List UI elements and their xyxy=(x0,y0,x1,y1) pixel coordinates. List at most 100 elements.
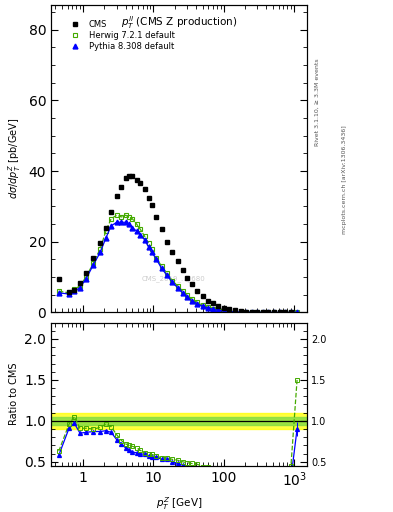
Herwig 7.2.1 default xyxy=(244,309,249,315)
Bar xyxy=(51,417,307,425)
Pythia 8.308 default xyxy=(114,219,119,225)
CMS xyxy=(216,303,220,309)
Pythia 8.308 default xyxy=(283,309,288,315)
CMS xyxy=(146,195,151,201)
Text: Rivet 3.1.10, ≥ 3.3M events: Rivet 3.1.10, ≥ 3.3M events xyxy=(314,58,320,146)
Pythia 8.308 default xyxy=(272,309,277,315)
Herwig 7.2.1 default xyxy=(150,246,154,252)
CMS xyxy=(244,308,249,314)
Pythia 8.308 default xyxy=(77,285,82,291)
Herwig 7.2.1 default xyxy=(266,309,271,315)
Herwig 7.2.1 default xyxy=(283,309,288,315)
Herwig 7.2.1 default xyxy=(216,307,220,313)
Pythia 8.308 default xyxy=(84,275,88,282)
Pythia 8.308 default xyxy=(98,249,103,255)
CMS xyxy=(255,309,260,315)
CMS xyxy=(288,309,293,315)
Pythia 8.308 default xyxy=(189,297,194,304)
Line: CMS: CMS xyxy=(56,174,293,315)
CMS xyxy=(175,258,180,264)
CMS xyxy=(67,289,72,295)
Herwig 7.2.1 default xyxy=(138,226,143,232)
Pythia 8.308 default xyxy=(216,307,220,313)
Pythia 8.308 default xyxy=(146,244,151,250)
CMS xyxy=(98,241,103,247)
Herwig 7.2.1 default xyxy=(261,309,265,315)
Herwig 7.2.1 default xyxy=(130,216,135,222)
CMS xyxy=(272,309,277,315)
CMS xyxy=(114,193,119,199)
CMS xyxy=(227,306,232,312)
Bar xyxy=(51,413,307,429)
CMS xyxy=(206,298,211,304)
Line: Herwig 7.2.1 default: Herwig 7.2.1 default xyxy=(56,213,299,315)
Pythia 8.308 default xyxy=(67,291,72,297)
Pythia 8.308 default xyxy=(130,224,135,230)
Herwig 7.2.1 default xyxy=(175,283,180,289)
Pythia 8.308 default xyxy=(227,308,232,314)
Pythia 8.308 default xyxy=(142,237,147,243)
Y-axis label: Ratio to CMS: Ratio to CMS xyxy=(9,363,19,425)
Pythia 8.308 default xyxy=(154,257,159,263)
Herwig 7.2.1 default xyxy=(165,270,169,276)
Pythia 8.308 default xyxy=(57,290,61,296)
CMS xyxy=(91,254,96,261)
Pythia 8.308 default xyxy=(159,265,164,271)
CMS xyxy=(189,281,194,287)
Herwig 7.2.1 default xyxy=(180,288,185,294)
Line: Pythia 8.308 default: Pythia 8.308 default xyxy=(56,220,299,315)
CMS xyxy=(103,224,108,230)
Herwig 7.2.1 default xyxy=(123,212,128,218)
Pythia 8.308 default xyxy=(127,221,131,227)
Pythia 8.308 default xyxy=(211,306,215,312)
CMS xyxy=(250,309,254,315)
Herwig 7.2.1 default xyxy=(189,296,194,302)
Herwig 7.2.1 default xyxy=(67,290,72,296)
Herwig 7.2.1 default xyxy=(146,241,151,247)
Legend: CMS, Herwig 7.2.1 default, Pythia 8.308 default: CMS, Herwig 7.2.1 default, Pythia 8.308 … xyxy=(63,18,176,53)
Pythia 8.308 default xyxy=(185,294,189,300)
Pythia 8.308 default xyxy=(244,309,249,315)
CMS xyxy=(130,173,135,179)
Pythia 8.308 default xyxy=(138,231,143,238)
Herwig 7.2.1 default xyxy=(222,308,226,314)
Herwig 7.2.1 default xyxy=(98,246,103,252)
CMS xyxy=(84,270,88,276)
Herwig 7.2.1 default xyxy=(103,228,108,234)
Pythia 8.308 default xyxy=(91,262,96,268)
Pythia 8.308 default xyxy=(195,301,200,307)
CMS xyxy=(57,275,61,282)
Herwig 7.2.1 default xyxy=(77,283,82,289)
Herwig 7.2.1 default xyxy=(154,254,159,261)
Herwig 7.2.1 default xyxy=(206,304,211,310)
Pythia 8.308 default xyxy=(200,303,205,309)
Pythia 8.308 default xyxy=(165,272,169,279)
Pythia 8.308 default xyxy=(277,309,282,315)
CMS xyxy=(123,175,128,181)
Herwig 7.2.1 default xyxy=(127,214,131,220)
Text: CMS_2019_..._680: CMS_2019_..._680 xyxy=(142,275,206,282)
Pythia 8.308 default xyxy=(222,308,226,314)
CMS xyxy=(185,274,189,281)
Pythia 8.308 default xyxy=(119,219,124,225)
CMS xyxy=(159,226,164,232)
CMS xyxy=(211,301,215,307)
Herwig 7.2.1 default xyxy=(239,309,243,315)
CMS xyxy=(77,280,82,286)
CMS xyxy=(233,307,237,313)
Herwig 7.2.1 default xyxy=(119,214,124,220)
CMS xyxy=(165,239,169,245)
Pythia 8.308 default xyxy=(250,309,254,315)
CMS xyxy=(154,214,159,220)
Pythia 8.308 default xyxy=(288,309,293,315)
CMS xyxy=(195,288,200,294)
Herwig 7.2.1 default xyxy=(272,309,277,315)
CMS xyxy=(277,309,282,315)
Pythia 8.308 default xyxy=(103,235,108,241)
Pythia 8.308 default xyxy=(170,279,174,285)
Pythia 8.308 default xyxy=(233,309,237,315)
Herwig 7.2.1 default xyxy=(109,216,114,222)
CMS xyxy=(138,180,143,186)
CMS xyxy=(109,208,114,215)
Pythia 8.308 default xyxy=(261,309,265,315)
